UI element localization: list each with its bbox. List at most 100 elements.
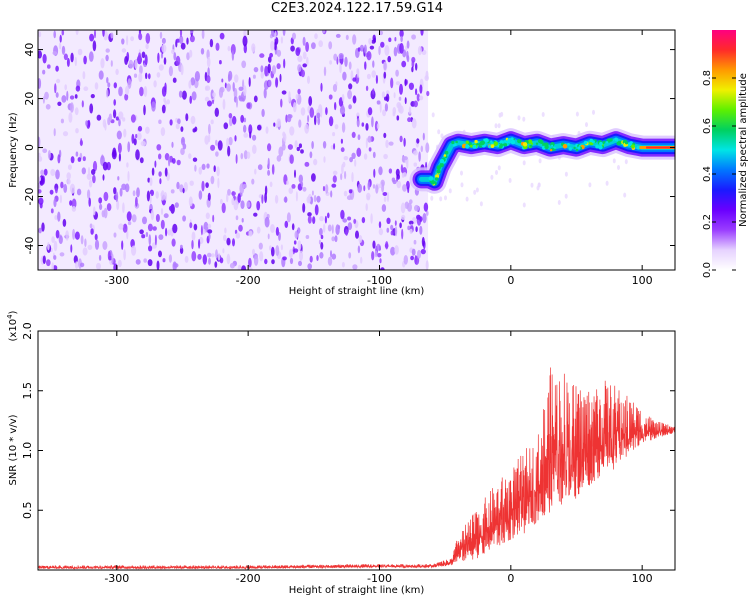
noise-blob: [153, 80, 157, 88]
noise-blob: [38, 136, 41, 148]
noise-blob: [167, 229, 171, 236]
noise-blob: [417, 45, 422, 56]
noise-blob: [420, 248, 426, 255]
noise-blob: [57, 154, 61, 164]
noise-blob: [175, 55, 181, 66]
noise-blob: [94, 239, 100, 250]
noise-blob: [106, 89, 109, 98]
noise-blob: [385, 93, 390, 103]
noise-blob: [241, 218, 244, 223]
noise-blob: [302, 51, 307, 60]
noise-blob: [366, 73, 371, 80]
noise-blob: [100, 58, 105, 69]
noise-blob: [149, 193, 152, 204]
noise-blob: [382, 109, 387, 117]
haze-blob: [430, 195, 434, 201]
track-speckle: [439, 158, 445, 164]
noise-blob: [381, 91, 385, 99]
noise-blob: [288, 187, 294, 194]
noise-blob: [343, 156, 349, 161]
noise-blob: [330, 250, 332, 258]
noise-blob: [289, 126, 295, 136]
track-speckle: [549, 149, 553, 152]
haze-blob: [460, 170, 463, 176]
noise-blob: [182, 215, 187, 222]
track-speckle: [522, 142, 528, 147]
noise-blob: [386, 191, 390, 203]
noise-blob: [322, 186, 326, 192]
noise-blob: [379, 258, 382, 264]
noise-blob: [98, 70, 104, 80]
noise-blob: [190, 77, 196, 86]
noise-blob: [279, 73, 282, 83]
noise-blob: [94, 82, 99, 90]
haze-blob: [431, 112, 435, 118]
noise-blob: [269, 181, 273, 188]
noise-blob: [61, 95, 67, 103]
noise-blob: [291, 184, 296, 189]
noise-blob: [87, 166, 91, 176]
noise-blob: [298, 174, 303, 184]
noise-blob: [232, 238, 235, 247]
noise-blob: [164, 167, 168, 177]
haze-blob: [623, 192, 627, 198]
noise-blob: [113, 109, 117, 119]
noise-blob: [309, 151, 313, 159]
noise-blob: [227, 45, 231, 52]
noise-blob: [307, 215, 312, 224]
noise-blob: [42, 255, 46, 264]
noise-blob: [122, 202, 125, 213]
noise-blob: [70, 156, 75, 164]
haze-blob: [494, 123, 498, 129]
noise-blob: [160, 219, 165, 230]
noise-blob: [287, 144, 293, 150]
noise-blob: [102, 30, 105, 37]
noise-blob: [221, 202, 226, 214]
noise-blob: [115, 191, 119, 203]
noise-blob: [206, 163, 210, 169]
haze-blob: [564, 171, 568, 177]
noise-blob: [86, 173, 92, 180]
noise-blob: [38, 156, 43, 162]
noise-blob: [191, 251, 197, 262]
noise-blob: [261, 108, 265, 118]
track-speckle: [583, 140, 588, 145]
noise-blob: [101, 210, 105, 218]
noise-blob: [52, 51, 58, 56]
track-speckle: [510, 140, 516, 145]
noise-blob: [238, 97, 245, 102]
track-speckle: [490, 144, 495, 149]
noise-blob: [181, 90, 187, 100]
noise-blob: [280, 244, 283, 251]
noise-blob: [198, 166, 203, 175]
noise-blob: [328, 94, 333, 100]
noise-blob: [186, 37, 189, 45]
noise-blob: [216, 166, 220, 177]
noise-blob: [251, 43, 256, 52]
noise-blob: [226, 83, 232, 92]
noise-blob: [236, 96, 238, 108]
noise-blob: [179, 247, 184, 254]
noise-blob: [194, 126, 198, 132]
noise-blob: [228, 136, 233, 146]
haze-blob: [508, 178, 512, 183]
noise-blob: [422, 213, 427, 224]
noise-blob: [189, 180, 194, 186]
noise-blob: [57, 211, 61, 222]
noise-blob: [347, 222, 353, 231]
noise-blob: [319, 252, 324, 259]
noise-blob: [125, 85, 130, 95]
haze-blob: [541, 112, 545, 117]
noise-blob: [368, 38, 372, 45]
noise-blob: [340, 147, 345, 153]
noise-blob: [419, 95, 424, 101]
noise-blob: [248, 257, 252, 268]
noise-blob: [122, 223, 128, 233]
noise-blob: [419, 225, 423, 235]
noise-blob: [363, 185, 366, 192]
noise-blob: [401, 214, 406, 220]
noise-blob: [98, 254, 102, 261]
noise-blob: [401, 60, 407, 68]
noise-blob: [275, 245, 280, 257]
